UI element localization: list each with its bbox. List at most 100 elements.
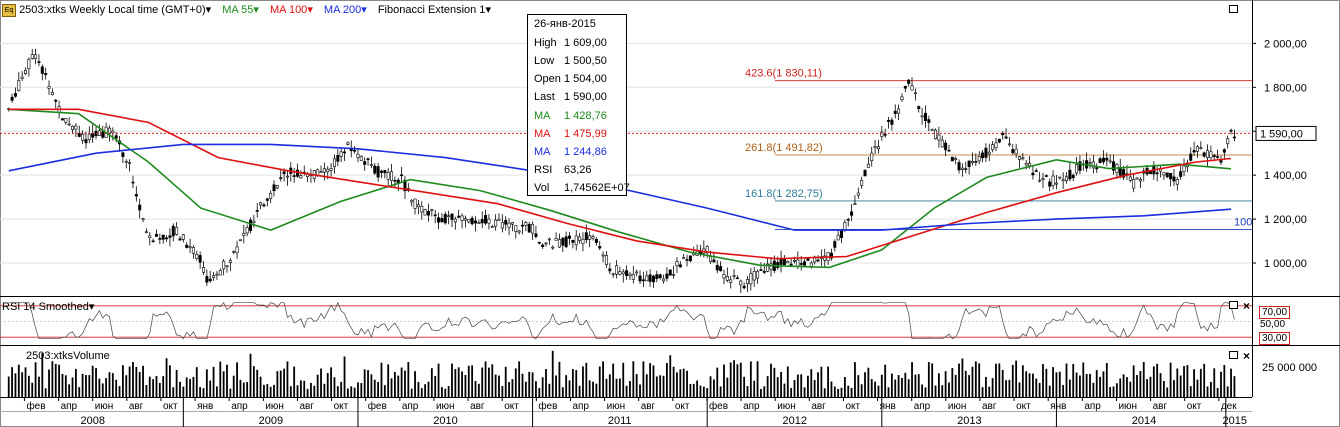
candle-body xyxy=(175,227,179,235)
candle-body xyxy=(77,133,81,137)
volume-bar xyxy=(971,366,974,397)
volume-axis-label: 25 000 000 xyxy=(1262,362,1318,374)
volume-bar xyxy=(209,380,212,397)
volume-bar xyxy=(1173,380,1175,397)
ma200-label[interactable]: MA 200 xyxy=(323,4,362,16)
candle-body xyxy=(1048,181,1052,187)
candle-body xyxy=(480,219,484,224)
candle-body xyxy=(490,226,494,228)
volume-bar xyxy=(14,373,17,397)
volume-bar xyxy=(303,380,306,397)
candle-body xyxy=(651,275,655,283)
month-label: апр xyxy=(1084,401,1101,412)
candle-body xyxy=(803,261,807,266)
volume-bar xyxy=(1193,369,1196,397)
volume-bar xyxy=(830,381,833,397)
volume-bar xyxy=(723,364,725,397)
volume-bar xyxy=(1021,365,1024,397)
candle-body xyxy=(766,263,770,272)
rsi-title[interactable]: RSI 14 Smoothed▾ xyxy=(2,301,95,313)
symbol-dropdown-icon[interactable]: ▾ xyxy=(205,4,212,16)
candle-body xyxy=(238,239,242,242)
month-label: авг xyxy=(470,401,485,412)
candle-body xyxy=(497,218,501,221)
volume-bar xyxy=(662,375,665,397)
ma55-label[interactable]: MA 55 xyxy=(222,4,254,16)
candle-body xyxy=(793,259,797,262)
volume-bar xyxy=(447,386,450,397)
candle-body xyxy=(970,161,974,163)
candle-body xyxy=(326,168,330,173)
month-label: авг xyxy=(129,401,144,412)
volume-bar xyxy=(756,361,759,397)
year-label: 2009 xyxy=(259,415,283,427)
candle-body xyxy=(883,133,887,136)
candle-body xyxy=(473,220,477,224)
volume-bar xyxy=(41,352,44,397)
candle-body xyxy=(934,129,938,139)
volume-bar xyxy=(132,361,134,397)
candle-body xyxy=(232,251,236,253)
rsi-close-icon[interactable]: × xyxy=(1243,299,1251,313)
candle-body xyxy=(547,238,551,241)
candle-body xyxy=(1202,152,1206,157)
candle-body xyxy=(420,205,424,213)
candle-body xyxy=(890,119,894,125)
ma55-dropdown-icon[interactable]: ▾ xyxy=(253,4,259,16)
volume-bar xyxy=(699,385,702,397)
volume-bar xyxy=(11,367,13,397)
candle-body xyxy=(1021,157,1025,160)
ma200-dropdown-icon[interactable]: ▾ xyxy=(361,4,367,16)
volume-bar xyxy=(38,376,40,397)
candle-body xyxy=(44,73,48,75)
volume-bar xyxy=(1209,381,1212,397)
candle-body xyxy=(544,242,548,245)
ma100-dropdown-icon[interactable]: ▾ xyxy=(307,4,313,16)
maximize-icon[interactable] xyxy=(1229,5,1238,13)
volume-bar xyxy=(1216,387,1219,397)
volume-bar xyxy=(907,379,910,397)
rsi-maximize-icon[interactable] xyxy=(1229,301,1238,309)
volume-bar xyxy=(377,382,380,397)
fib-level-label: 423.6(1 830,11) xyxy=(745,68,822,80)
tooltip-row: Last 1 590,00 xyxy=(534,91,607,103)
candle-body xyxy=(379,170,383,173)
ma100-label[interactable]: MA 100 xyxy=(270,4,308,16)
volume-bar xyxy=(101,383,104,397)
month-label: янв xyxy=(880,401,896,412)
volume-bar xyxy=(803,387,806,397)
candle-body xyxy=(1028,162,1032,167)
candle-body xyxy=(322,168,326,173)
symbol-icon[interactable]: Eq xyxy=(2,3,16,17)
volume-bar xyxy=(575,370,578,397)
volume-bar xyxy=(911,362,913,397)
candle-body xyxy=(866,163,870,168)
candle-body xyxy=(739,280,743,286)
volume-bar xyxy=(817,372,819,397)
candle-body xyxy=(346,142,350,145)
candle-body xyxy=(893,110,897,114)
year-label: 2011 xyxy=(608,415,632,427)
volume-bar xyxy=(867,367,870,397)
volume-bar xyxy=(531,372,534,397)
symbol-label[interactable]: 2503:xtks Weekly Local time (GMT+0) xyxy=(19,4,206,16)
volume-bar xyxy=(521,373,524,397)
fib-label[interactable]: Fibonacci Extension 1 xyxy=(377,4,486,16)
volume-close-icon[interactable]: × xyxy=(1243,349,1251,363)
candle-body xyxy=(591,236,595,239)
candle-body xyxy=(1199,147,1203,149)
candle-body xyxy=(1095,167,1099,170)
volume-bar xyxy=(1068,379,1071,397)
volume-bar xyxy=(494,374,497,397)
volume-bar xyxy=(796,374,799,397)
fib-dropdown-icon[interactable]: ▾ xyxy=(485,4,491,16)
volume-bar xyxy=(189,378,191,397)
candle-body xyxy=(319,171,323,173)
candle-body xyxy=(628,273,632,277)
month-label: янв xyxy=(197,401,213,412)
volume-bar xyxy=(498,375,500,397)
volume-bar xyxy=(346,388,349,397)
volume-maximize-icon[interactable] xyxy=(1229,351,1238,359)
volume-bar xyxy=(400,367,403,397)
candle-body xyxy=(158,238,162,240)
